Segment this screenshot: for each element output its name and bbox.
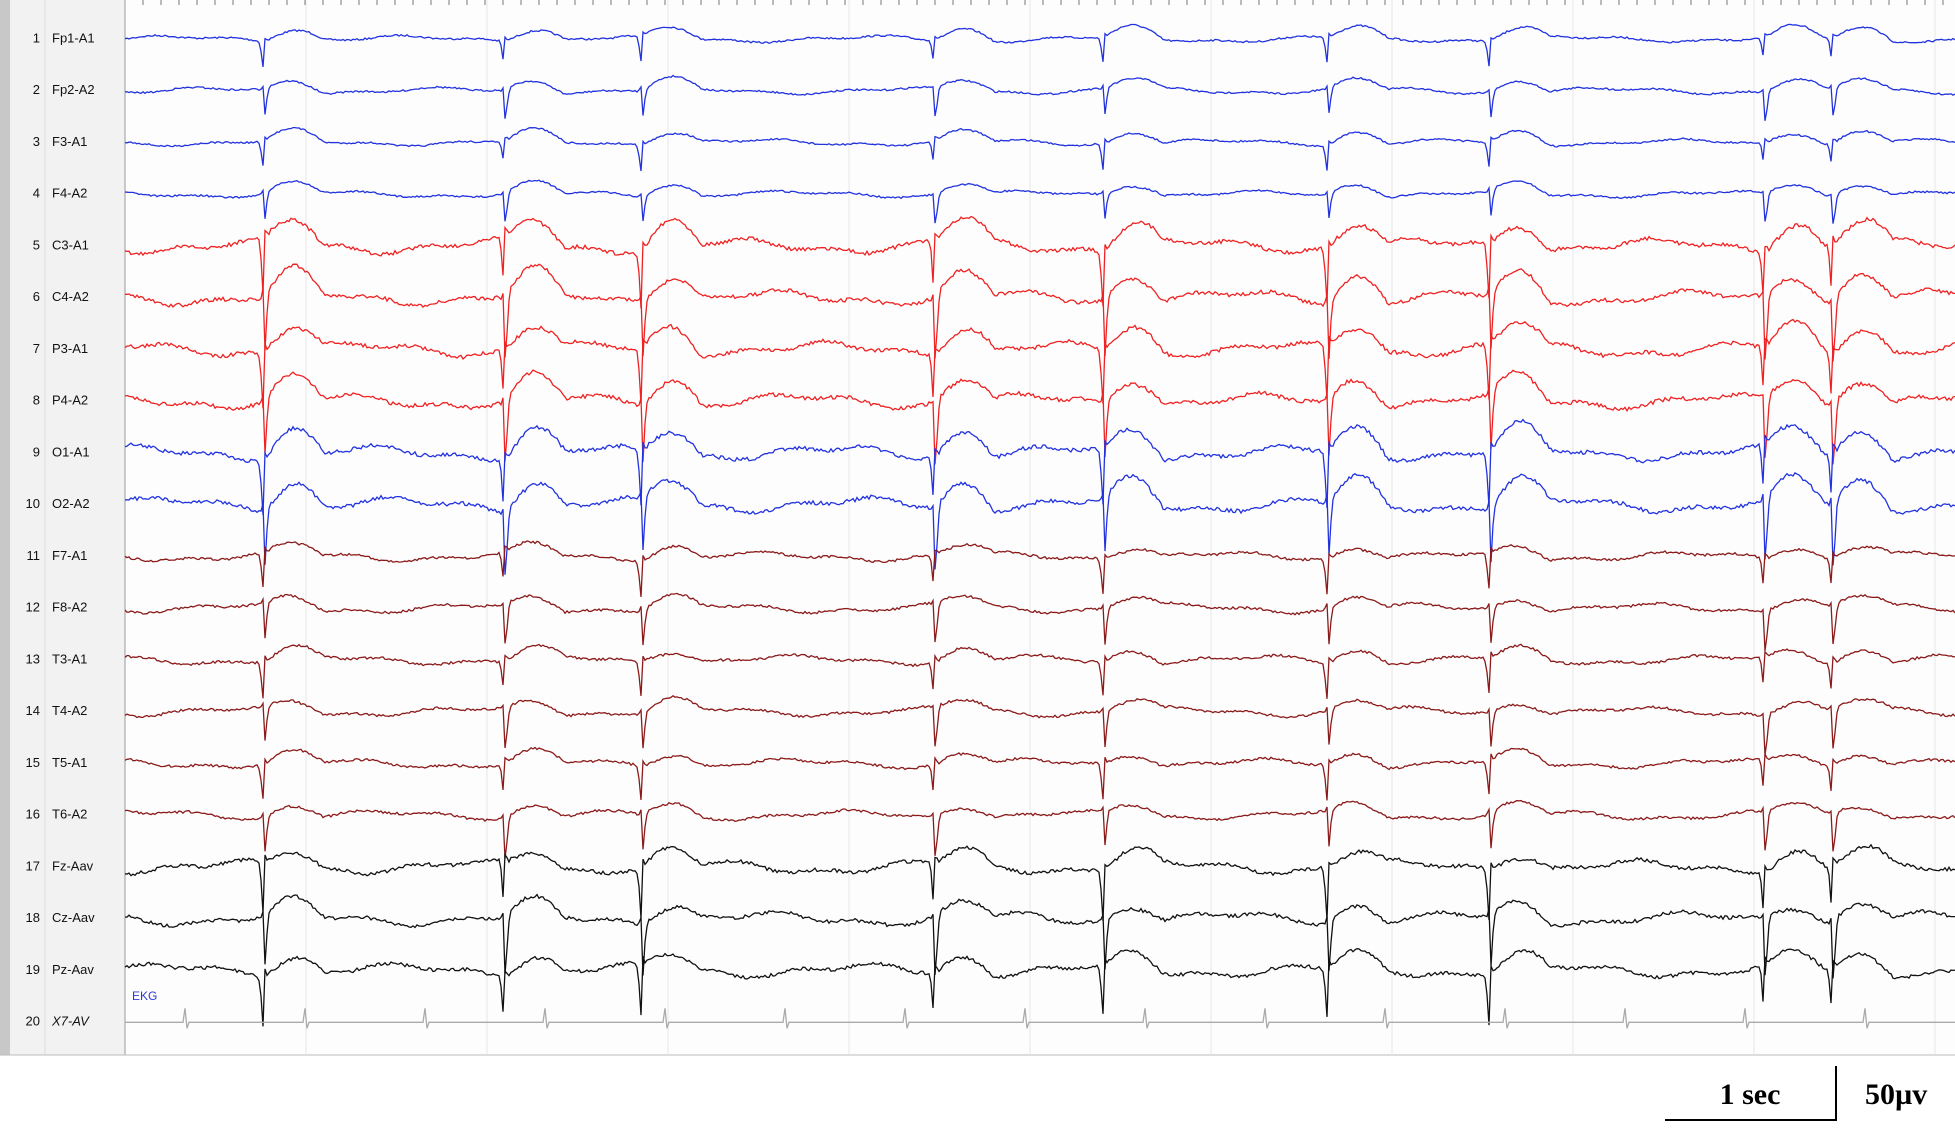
channel-name: Fz-Aav xyxy=(52,858,94,873)
channel-name: Cz-Aav xyxy=(52,910,95,925)
channel-name: F4-A2 xyxy=(52,186,87,201)
channel-name: O2-A2 xyxy=(52,496,90,511)
channel-labels: 1 Fp1-A12 Fp2-A23 F3-A14 F4-A25 C3-A16 C4-A27 P… xyxy=(26,30,96,1028)
channel-name: Fp2-A2 xyxy=(52,82,95,97)
channel-name: X7-AV xyxy=(51,1014,90,1029)
eeg-trace xyxy=(124,694,1955,755)
eeg-trace xyxy=(124,643,1955,699)
channel-number: 10 xyxy=(26,496,40,511)
channel-name: Pz-Aav xyxy=(52,962,94,977)
eeg-trace xyxy=(124,215,1955,309)
channel-number: 4 xyxy=(33,186,40,201)
amplitude-scale-label: 50µv xyxy=(1865,1078,1927,1111)
eeg-trace xyxy=(124,843,1955,921)
eeg-trace xyxy=(124,540,1955,597)
grid xyxy=(142,0,1944,1055)
channel-number: 6 xyxy=(33,289,40,304)
ekg-label: EKG xyxy=(132,989,157,1003)
channel-name: C4-A2 xyxy=(52,289,89,304)
channel-name: P3-A1 xyxy=(52,341,88,356)
eeg-trace xyxy=(124,893,1955,979)
channel-number: 3 xyxy=(33,134,40,149)
channel-number: 2 xyxy=(33,82,40,97)
channel-name: F8-A2 xyxy=(52,600,87,615)
channel-number: 5 xyxy=(33,237,40,252)
channel-number: 14 xyxy=(26,703,40,718)
channel-number: 7 xyxy=(33,341,40,356)
channel-number: 15 xyxy=(26,755,40,770)
channel-name: C3-A1 xyxy=(52,237,89,252)
eeg-trace xyxy=(124,179,1955,224)
label-column xyxy=(10,0,125,1055)
channel-number: 18 xyxy=(26,910,40,925)
channel-number: 8 xyxy=(33,393,40,408)
eeg-trace xyxy=(124,746,1955,801)
eeg-trace xyxy=(124,948,1955,1027)
channel-name: T5-A1 xyxy=(52,755,87,770)
eeg-trace xyxy=(124,74,1955,121)
left-strip xyxy=(0,0,10,1055)
eeg-trace xyxy=(124,23,1955,67)
channel-number: 17 xyxy=(26,858,40,873)
channel-number: 9 xyxy=(33,444,40,459)
eeg-trace xyxy=(124,369,1955,465)
eeg-trace xyxy=(124,472,1955,575)
channel-number: 19 xyxy=(26,962,40,977)
eeg-trace xyxy=(125,1008,1955,1029)
channel-name: Fp1-A1 xyxy=(52,30,95,45)
time-scale-label: 1 sec xyxy=(1720,1078,1781,1111)
channel-number: 16 xyxy=(26,807,40,822)
eeg-trace xyxy=(124,126,1955,172)
plot-background xyxy=(0,0,1955,1055)
eeg-trace xyxy=(124,318,1955,409)
channel-number: 1 xyxy=(33,30,40,45)
channel-name: T4-A2 xyxy=(52,703,87,718)
eeg-trace xyxy=(124,799,1955,859)
eeg-trace xyxy=(124,418,1955,515)
channel-number: 20 xyxy=(26,1014,40,1029)
eeg-trace xyxy=(124,592,1955,651)
channel-name: F7-A1 xyxy=(52,548,87,563)
channel-name: O1-A1 xyxy=(52,444,90,459)
channel-name: T6-A2 xyxy=(52,807,87,822)
traces xyxy=(124,23,1955,1029)
channel-number: 13 xyxy=(26,651,40,666)
channel-number: 12 xyxy=(26,600,40,615)
eeg-trace xyxy=(125,263,1955,362)
channel-name: T3-A1 xyxy=(52,651,87,666)
channel-name: F3-A1 xyxy=(52,134,87,149)
channel-name: P4-A2 xyxy=(52,393,88,408)
channel-number: 11 xyxy=(27,548,41,563)
